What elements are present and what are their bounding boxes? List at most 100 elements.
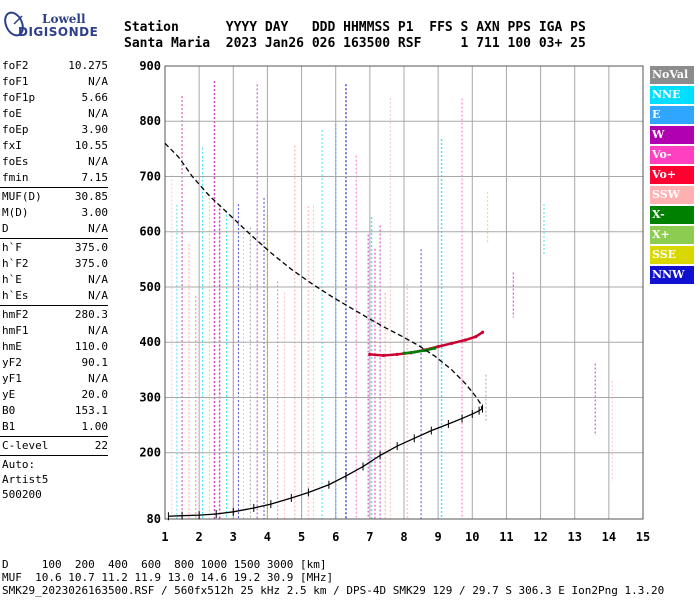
- param-row: h`Es N/A: [0, 288, 110, 304]
- autoscaler-version: 500200: [2, 488, 42, 501]
- y-tick-label: 200: [139, 446, 161, 460]
- param-value: 3.90: [81, 123, 109, 136]
- echo-point: [474, 335, 478, 339]
- footer-file-info: SMK29_2023026163500.RSF / 560fx512h 25 k…: [2, 584, 665, 597]
- param-value: 153.1: [74, 404, 108, 417]
- divider: [0, 455, 108, 456]
- param-row: MUF(D) 30.85: [0, 189, 110, 205]
- param-row: yF1 N/A: [0, 371, 110, 387]
- param-value: 280.3: [74, 308, 108, 321]
- param-row: fxI 10.55: [0, 138, 110, 154]
- legend-item: W: [650, 126, 694, 144]
- param-group-profile: hmF2 280.3 hmF1 N/A hmE 110.0 yF2 90.1 yF1 N/…: [0, 307, 110, 435]
- electron-density-profile: [164, 142, 483, 409]
- y-tick-label: 800: [139, 114, 161, 128]
- echo-point: [436, 345, 440, 349]
- param-key: foEs: [2, 155, 29, 168]
- param-value: N/A: [88, 75, 108, 88]
- divider: [0, 305, 108, 306]
- param-value: 10.55: [74, 139, 108, 152]
- param-row: h`E N/A: [0, 272, 110, 288]
- x-tick-label: 1: [161, 530, 168, 544]
- param-key: hmE: [2, 340, 22, 353]
- divider: [0, 238, 108, 239]
- param-row: hmF1 N/A: [0, 323, 110, 339]
- param-key: h`F: [2, 241, 22, 254]
- param-value: N/A: [88, 289, 108, 302]
- echo-trace-X-: [403, 347, 435, 355]
- param-key: yE: [2, 388, 16, 401]
- y-tick-label: 700: [139, 169, 161, 183]
- param-group-virtual-heights: h`F 375.0 h`F2 375.0 h`E N/A h`Es N/A: [0, 240, 110, 304]
- param-row: fmin 7.15: [0, 170, 110, 186]
- legend-item: E: [650, 106, 694, 124]
- param-key: foF1p: [2, 91, 36, 104]
- echo-point: [480, 330, 485, 334]
- echo-point: [368, 352, 372, 356]
- param-key: MUF(D): [2, 190, 42, 203]
- param-value: 3.00: [81, 206, 109, 219]
- x-tick-label: 5: [298, 530, 305, 544]
- footer-info: D 100 200 400 600 800 1000 1500 3000 [km…: [2, 558, 664, 597]
- polarization-legend: NoVal NNE E W Vo- Vo+ SSW X- X+ SSE NNW: [650, 66, 694, 286]
- param-value: 375.0: [74, 257, 108, 270]
- legend-item: X-: [650, 206, 694, 224]
- param-row: hmF2 280.3: [0, 307, 110, 323]
- x-tick-label: 10: [465, 530, 479, 544]
- logo-line2: DIGISONDE: [18, 25, 99, 39]
- y-tick-label: 900: [139, 59, 161, 73]
- satellite-dish-icon: [4, 11, 24, 37]
- param-group-muf: MUF(D) 30.85 M(D) 3.00 D N/A: [0, 189, 110, 237]
- echo-point: [450, 341, 454, 345]
- param-row: hmE 110.0: [0, 339, 110, 355]
- param-value: N/A: [88, 324, 108, 337]
- y-tick-label: 600: [139, 225, 161, 239]
- y-tick-label: 400: [139, 335, 161, 349]
- echo-noise-layer: [171, 81, 613, 519]
- x-tick-label: 15: [636, 530, 650, 544]
- x-tick-label: 4: [264, 530, 271, 544]
- x-tick-label: 3: [230, 530, 237, 544]
- param-row: yE 20.0: [0, 387, 110, 403]
- scaled-parameters-panel: foF2 10.275 foF1 N/A foF1p 5.66 foE N/A foEp…: [0, 58, 110, 502]
- param-key: h`F2: [2, 257, 29, 270]
- logo-line1: Lowell: [42, 12, 86, 26]
- param-row: foEp 3.90: [0, 122, 110, 138]
- chart-series: [164, 142, 485, 521]
- plot-frame: [164, 65, 644, 520]
- param-key: foE: [2, 107, 22, 120]
- autoscaler-label: Auto:: [2, 458, 36, 471]
- param-key: fxI: [2, 139, 22, 152]
- echo-point: [422, 348, 427, 353]
- legend-item: NoVal: [650, 66, 694, 84]
- x-tick-label: 13: [567, 530, 581, 544]
- x-tick-label: 6: [332, 530, 339, 544]
- param-key: foEp: [2, 123, 29, 136]
- param-key: D: [2, 222, 9, 235]
- chart-grid: [164, 65, 644, 520]
- echo-point: [463, 338, 468, 342]
- param-value: 22: [94, 439, 108, 452]
- param-group-critical-frequencies: foF2 10.275 foF1 N/A foF1p 5.66 foE N/A foEp…: [0, 58, 110, 186]
- param-value: 10.275: [68, 59, 108, 72]
- echo-point: [433, 346, 437, 350]
- param-key: h`Es: [2, 289, 29, 302]
- param-key: fmin: [2, 171, 29, 184]
- param-row: B0 153.1: [0, 403, 110, 419]
- param-row: foE N/A: [0, 106, 110, 122]
- param-value: 375.0: [74, 241, 108, 254]
- param-key: h`E: [2, 273, 22, 286]
- divider: [0, 436, 108, 437]
- param-row: D N/A: [0, 221, 110, 237]
- autoscaler-name: Artist5: [2, 473, 49, 486]
- param-key: M(D): [2, 206, 29, 219]
- y-tick-label: 500: [139, 280, 161, 294]
- y-tick-label: 80: [147, 512, 161, 526]
- header-values: Santa Maria 2023 Jan26 026 163500 RSF 1 …: [124, 36, 586, 51]
- x-tick-label: 12: [533, 530, 547, 544]
- param-value: 5.66: [81, 91, 109, 104]
- param-row: h`F2 375.0: [0, 256, 110, 272]
- param-key: foF1: [2, 75, 29, 88]
- legend-item: NNW: [650, 266, 694, 284]
